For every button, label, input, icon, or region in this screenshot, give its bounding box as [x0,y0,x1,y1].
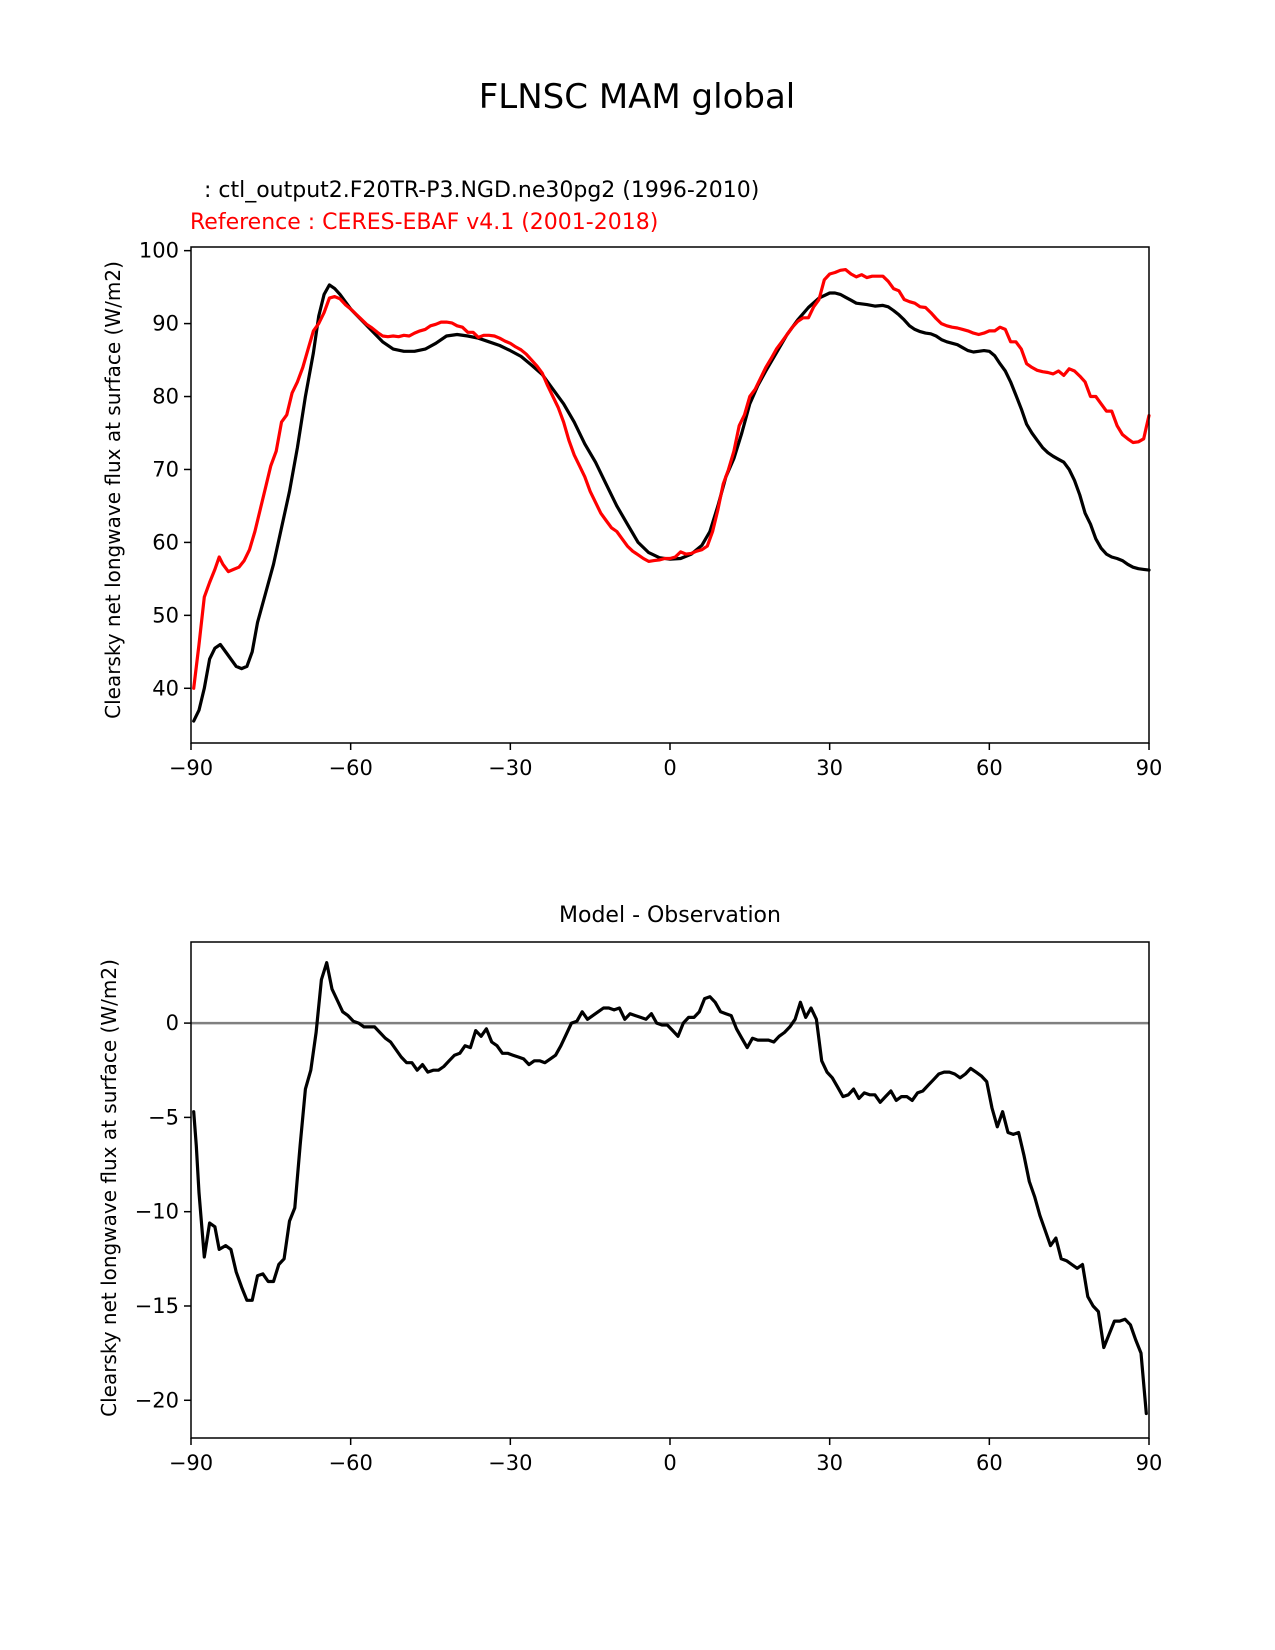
bottom-y-tick-label: −15 [135,1294,179,1318]
bottom-panel-y-axis-label: Clearsky net longwave flux at surface (W… [97,959,121,1417]
bottom-panel-title: Model - Observation [559,903,781,928]
bottom-series-line-0 [192,961,1148,1416]
bottom-panel-frame [190,941,1150,1439]
top-y-tick-label: 60 [152,530,179,554]
top-x-tick-label: −90 [169,756,213,780]
bottom-panel-ticks: −90 −60 −30 0 30 60 90 −20 −15 −10 −5 0 [135,1011,1163,1475]
top-x-tick-label: 0 [663,756,676,780]
bottom-panel-lines [191,961,1149,1416]
top-y-tick-label: 50 [152,603,179,627]
bottom-y-tick-label: 0 [166,1011,179,1035]
bottom-x-tick-label: 90 [1136,1451,1163,1475]
top-x-tick-label: −60 [329,756,373,780]
top-panel-lines [192,268,1151,723]
top-panel-model-title: : ctl_output2.F20TR-P3.NGD.ne30pg2 (1996… [190,178,759,203]
top-y-tick-label: 40 [152,676,179,700]
top-series-line-0 [192,283,1151,723]
bottom-x-tick-label: 60 [976,1451,1003,1475]
figure-title: FLNSC MAM global [479,77,796,117]
top-panel-frame [190,246,1150,744]
top-y-tick-label: 80 [152,385,179,409]
bottom-y-tick-label: −5 [148,1105,179,1129]
bottom-y-tick-label: −10 [135,1200,179,1224]
top-panel: : ctl_output2.F20TR-P3.NGD.ne30pg2 (1996… [101,178,1162,780]
top-x-tick-label: 60 [976,756,1003,780]
bottom-panel: Model - Observation Clearsky net longwav… [97,903,1162,1475]
bottom-y-tick-label: −20 [135,1388,179,1412]
top-panel-ticks: −90 −60 −30 0 30 60 90 40 50 60 70 80 90 100 [139,239,1162,780]
top-y-tick-label: 70 [152,457,179,481]
top-series-line-1 [192,268,1151,690]
top-panel-y-axis-label: Clearsky net longwave flux at surface (W… [101,261,125,719]
bottom-x-tick-label: −30 [488,1451,532,1475]
bottom-x-tick-label: −90 [169,1451,213,1475]
top-x-tick-label: 90 [1136,756,1163,780]
bottom-x-tick-label: 0 [663,1451,676,1475]
top-x-tick-label: 30 [816,756,843,780]
top-y-tick-label: 100 [139,239,179,263]
top-x-tick-label: −30 [488,756,532,780]
bottom-x-tick-label: −60 [329,1451,373,1475]
bottom-x-tick-label: 30 [816,1451,843,1475]
top-panel-reference-title: Reference : CERES-EBAF v4.1 (2001-2018) [190,210,658,235]
top-y-tick-label: 90 [152,312,179,336]
